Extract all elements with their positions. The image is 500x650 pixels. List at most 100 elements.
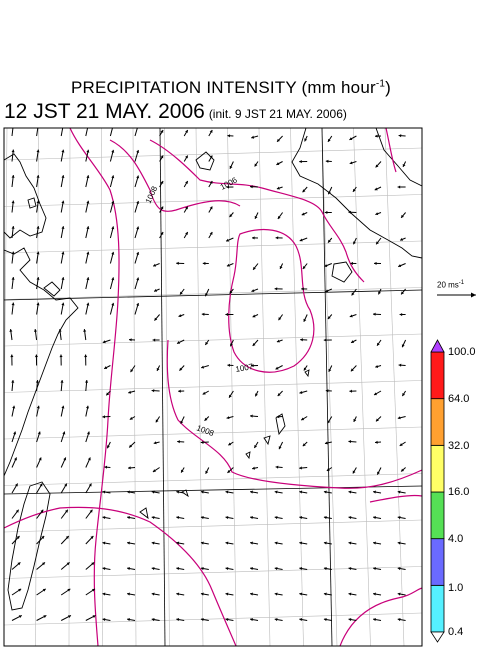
wind-arrow [250, 541, 259, 545]
wind-arrow [348, 592, 357, 596]
wind-arrow [299, 592, 308, 596]
wind-arrow [60, 226, 65, 239]
wind-arrow [303, 314, 308, 322]
colorbar-label-6: 100.0 [448, 346, 476, 358]
wind-arrow [204, 288, 210, 297]
wind-arrow [208, 231, 213, 239]
wind-arrow [106, 441, 111, 449]
wind-arrow [200, 490, 209, 494]
wind-arrow [102, 567, 111, 571]
wind-arrow [60, 405, 65, 417]
colorbar-segment [430, 538, 445, 586]
colorbar-label-2: 4.0 [448, 533, 464, 545]
wind-arrow [60, 614, 72, 621]
wind-arrow [176, 567, 185, 571]
wind-arrow [155, 416, 161, 423]
wind-arrow [374, 186, 382, 191]
wind-arrow [11, 251, 15, 264]
wind-arrow [127, 466, 136, 470]
wind-arrow [102, 592, 111, 596]
japan-east [375, 128, 422, 187]
wind-arrow [249, 414, 259, 418]
meridian-line [132, 128, 137, 646]
colorbar-label-3: 16.0 [448, 486, 470, 498]
wind-arrow [299, 490, 308, 494]
wind-arrow [208, 206, 213, 213]
wind-arrow [85, 128, 89, 137]
wind-arrow [36, 226, 40, 239]
wind-arrow [36, 588, 47, 596]
wind-arrow [274, 592, 283, 596]
wind-arrow [36, 251, 40, 264]
wind-arrow [325, 288, 333, 293]
wind-arrow [397, 490, 406, 494]
wind-arrow [83, 329, 87, 341]
wind-arrow [276, 135, 283, 143]
wind-arrow [302, 186, 308, 193]
wind-arrow [274, 287, 283, 291]
ryukyu-2 [275, 413, 286, 436]
wind-arrow [134, 251, 140, 264]
wind-arrow [300, 416, 308, 421]
wind-arrow [200, 541, 209, 545]
wind-arrow [399, 237, 406, 241]
wind-arrow [159, 129, 164, 137]
wind-vector-field [9, 128, 407, 622]
wind-arrow [59, 354, 63, 366]
wind-arrow [348, 567, 357, 571]
wind-arrow [85, 509, 93, 519]
parallel-line [4, 519, 422, 533]
wind-arrow [11, 149, 15, 162]
wind-arrow [178, 314, 185, 318]
wind-arrow [227, 363, 234, 367]
wind-arrow [60, 457, 67, 468]
wind-arrow [299, 466, 308, 470]
wind-arrow [376, 467, 382, 475]
wind-arrow [200, 618, 209, 622]
wind-arrow [327, 416, 333, 424]
colorbar-segment [430, 398, 445, 446]
islet-3 [27, 197, 37, 209]
wind-arrow [152, 263, 160, 267]
isobar-label: 1008 [195, 423, 215, 438]
islet-2 [139, 507, 149, 520]
parallel-line [4, 380, 422, 393]
wind-arrow [398, 263, 406, 268]
wind-arrow [229, 161, 234, 169]
wind-arrow [250, 364, 259, 368]
wind-arrow [278, 314, 284, 321]
wind-arrow [376, 339, 382, 347]
wind-arrow [205, 467, 210, 474]
isobar-lower-2 [339, 587, 422, 646]
wind-arrow [400, 212, 406, 219]
wind-arrow [373, 618, 382, 622]
map-subtitle: 12 JST 21 MAY. 2006 (init. 9 JST 21 MAY. … [4, 100, 347, 124]
wind-arrow [276, 186, 283, 190]
wind-arrow [275, 236, 283, 240]
wind-arrow [34, 354, 39, 366]
wind-arrow [225, 592, 234, 596]
wind-arrow [375, 416, 382, 422]
colorbar-segment [430, 491, 445, 540]
wind-arrow [156, 365, 161, 372]
wind-arrow [251, 236, 259, 240]
wind-arrow [327, 186, 333, 195]
wind-arrow [151, 541, 160, 545]
wind-arrow [228, 441, 234, 446]
wind-arrow [277, 390, 283, 397]
isobar-label: 1007 [235, 362, 255, 374]
wind-arrow [299, 390, 308, 394]
taiwan-coast [7, 481, 51, 611]
wind-arrow [11, 562, 21, 570]
wind-arrow [11, 128, 14, 137]
wind-arrow [127, 567, 136, 571]
wind-arrow [152, 338, 160, 342]
wind-arrow [36, 405, 40, 417]
wind-arrow [373, 490, 382, 494]
wind-arrow [183, 206, 189, 213]
isobar-label: 1006 [219, 175, 239, 192]
wind-arrow [11, 277, 15, 290]
wind-arrow [373, 567, 382, 571]
wind-arrow [254, 212, 259, 220]
wind-arrow [11, 535, 20, 545]
